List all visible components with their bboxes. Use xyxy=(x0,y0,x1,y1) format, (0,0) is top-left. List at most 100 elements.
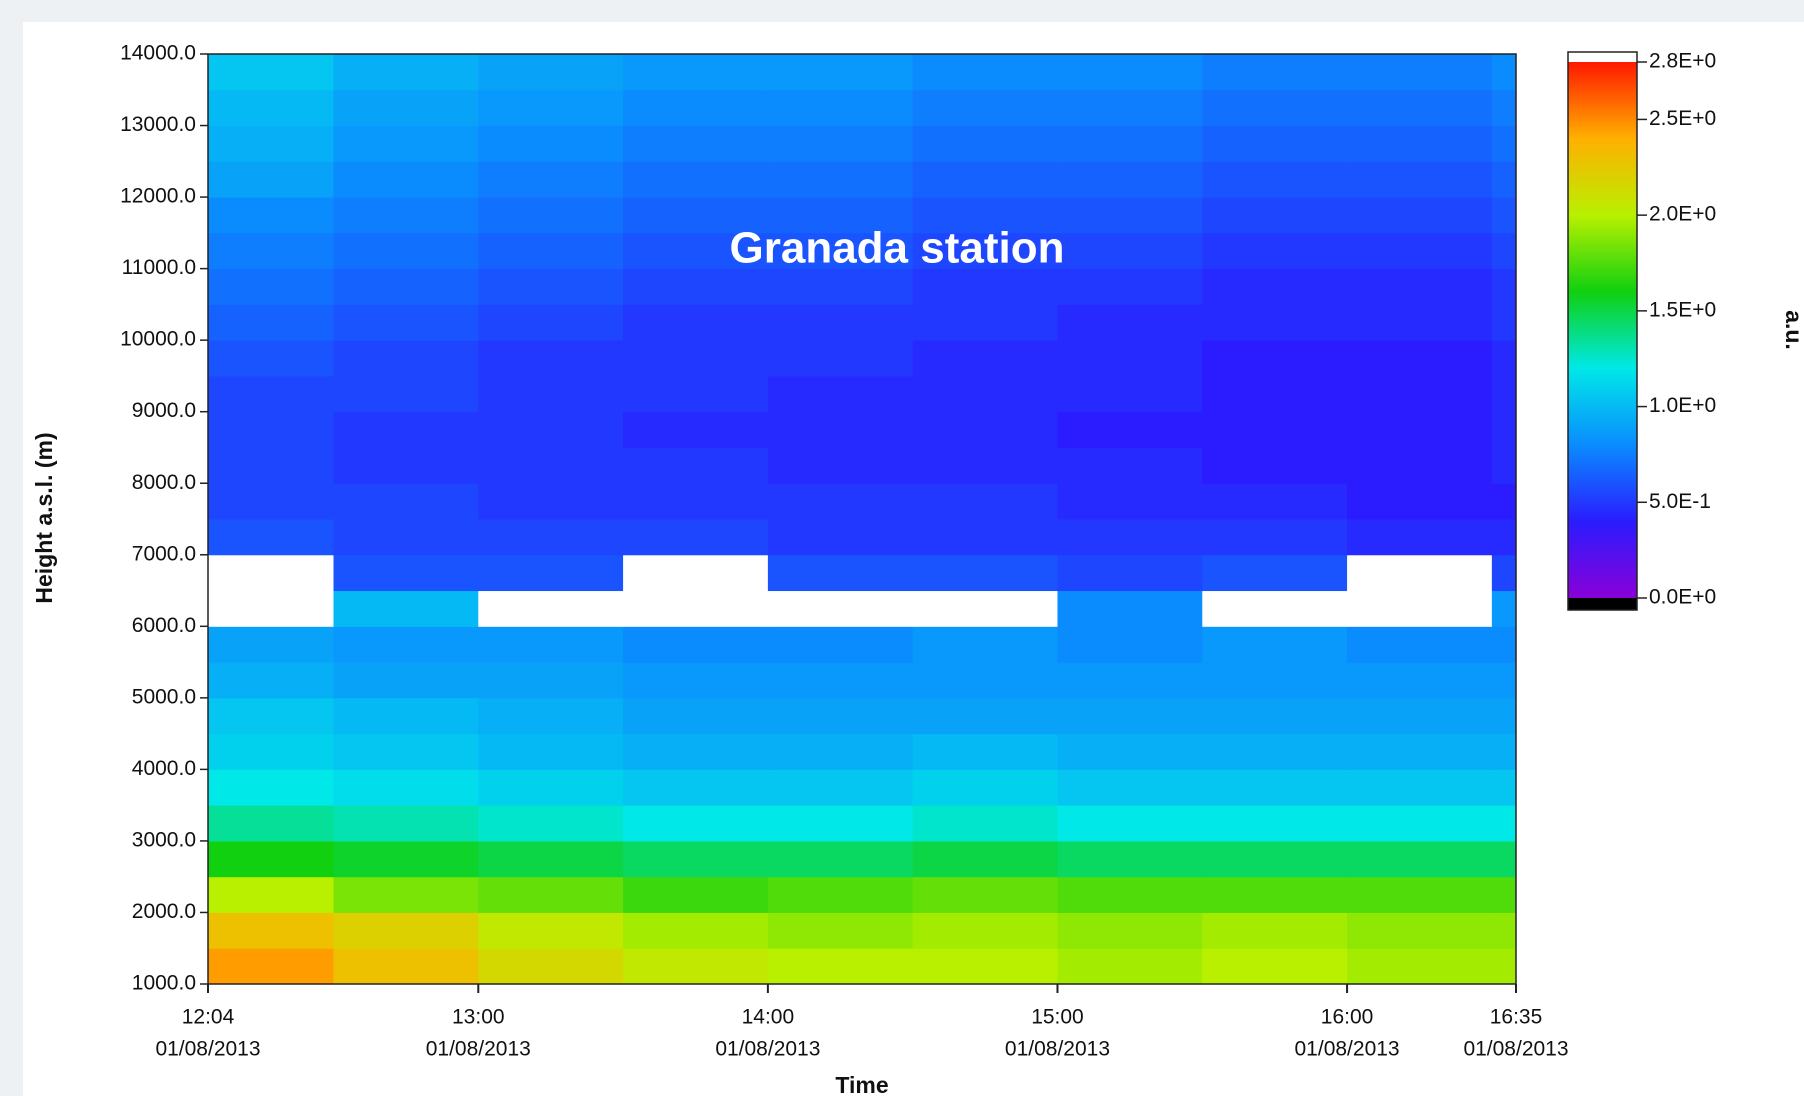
heatmap-cell xyxy=(767,840,914,878)
heatmap-cell xyxy=(478,89,624,127)
heatmap-cell xyxy=(208,411,334,448)
heatmap-cell xyxy=(208,662,334,699)
heatmap-cell xyxy=(333,590,479,627)
heatmap-cell xyxy=(478,662,624,699)
colorbar-tick-label: 5.0E-1 xyxy=(1649,490,1711,513)
heatmap-cell xyxy=(1491,411,1517,448)
heatmap-cell xyxy=(1491,948,1517,985)
heatmap-cell xyxy=(1202,197,1348,234)
heatmap-cell xyxy=(623,805,769,842)
heatmap-cell xyxy=(1057,375,1203,413)
heatmap-cell xyxy=(478,519,624,556)
heatmap-cell xyxy=(1347,805,1493,842)
heatmap-cell xyxy=(623,840,769,878)
heatmap-cell xyxy=(623,161,769,198)
heatmap-cell xyxy=(623,304,769,341)
heatmap-cell xyxy=(767,554,914,592)
heatmap-cell xyxy=(912,54,1058,91)
heatmap-cell xyxy=(208,912,334,949)
heatmap-cell xyxy=(333,483,479,520)
heatmap-cell xyxy=(767,125,914,162)
heatmap-cell xyxy=(623,197,769,234)
colorbar-tick-label: 2.5E+0 xyxy=(1649,107,1716,130)
heatmap-cell xyxy=(912,590,1058,627)
heatmap-cell xyxy=(1491,232,1517,270)
heatmap-cell xyxy=(478,232,624,270)
heatmap-cell xyxy=(1057,483,1203,520)
heatmap-cell xyxy=(208,54,334,91)
heatmap-cell xyxy=(767,519,914,556)
heatmap-cell xyxy=(1202,948,1348,985)
heatmap-cell xyxy=(767,161,914,198)
heatmap-cell xyxy=(1202,554,1348,592)
heatmap-cell xyxy=(333,340,479,377)
heatmap-cell xyxy=(767,626,914,663)
heatmap-cell xyxy=(1057,54,1203,91)
heatmap-cell xyxy=(478,268,624,305)
heatmap-cell xyxy=(623,697,769,735)
heatmap-cell xyxy=(1202,519,1348,556)
heatmap-cell xyxy=(333,304,479,341)
heatmap-cell xyxy=(1202,447,1348,484)
colorbar-over xyxy=(1568,52,1637,62)
heatmap-cell xyxy=(1057,89,1203,127)
heatmap-cell xyxy=(912,197,1058,234)
heatmap-cell xyxy=(1347,697,1493,735)
x-tick-label: 01/08/2013 xyxy=(715,1038,820,1061)
colorbar-tick-label: 2.8E+0 xyxy=(1649,50,1716,73)
heatmap-cell xyxy=(1491,626,1517,663)
heatmap-cell xyxy=(1057,805,1203,842)
heatmap-cell xyxy=(912,411,1058,448)
heatmap-cell xyxy=(1057,948,1203,985)
heatmap-cell xyxy=(1202,125,1348,162)
y-tick-label: 3000.0 xyxy=(132,828,196,851)
heatmap-cell xyxy=(1347,626,1493,663)
y-tick-label: 7000.0 xyxy=(132,542,196,565)
heatmap-cell xyxy=(1491,912,1517,949)
heatmap-cell xyxy=(623,912,769,949)
plot-frame xyxy=(207,53,1517,985)
heatmap-cell xyxy=(478,411,624,448)
heatmap-cell xyxy=(1057,197,1203,234)
heatmap-cell xyxy=(1202,89,1348,127)
y-tick-label: 14000.0 xyxy=(120,42,196,65)
heatmap-cell xyxy=(1057,912,1203,949)
heatmap-cell xyxy=(767,590,914,627)
heatmap-cell xyxy=(478,340,624,377)
x-tick-label: 01/08/2013 xyxy=(1463,1038,1568,1061)
heatmap-cell xyxy=(208,268,334,305)
heatmap-cell xyxy=(623,54,769,91)
heatmap-cell xyxy=(912,161,1058,198)
annotation: Granada station xyxy=(730,224,1065,273)
heatmap-cell xyxy=(1347,161,1493,198)
heatmap-cell xyxy=(333,54,479,91)
heatmap-cell xyxy=(1202,733,1348,770)
heatmap-cell xyxy=(1347,447,1493,484)
heatmap-cell xyxy=(767,447,914,484)
heatmap-cell xyxy=(912,554,1058,592)
heatmap-cell xyxy=(1347,662,1493,699)
y-tick-label: 5000.0 xyxy=(132,685,196,708)
heatmap-cell xyxy=(1057,662,1203,699)
heatmap-cell xyxy=(1491,304,1517,341)
heatmap-cell xyxy=(1202,375,1348,413)
heatmap-cell xyxy=(478,447,624,484)
heatmap-cell xyxy=(333,411,479,448)
heatmap-cell xyxy=(912,268,1058,305)
heatmap-cell xyxy=(208,840,334,878)
heatmap-cell xyxy=(623,125,769,162)
heatmap-cell xyxy=(333,769,479,806)
y-tick-label: 9000.0 xyxy=(132,399,196,422)
heatmap-cell xyxy=(767,769,914,806)
heatmap-cell xyxy=(912,662,1058,699)
heatmap-cell xyxy=(767,948,914,985)
heatmap-cell xyxy=(478,554,624,592)
y-tick-label: 10000.0 xyxy=(120,328,196,351)
colorbar-frame xyxy=(1567,51,1638,611)
heatmap-cell xyxy=(208,125,334,162)
heatmap-cell xyxy=(478,54,624,91)
heatmap-cell xyxy=(478,483,624,520)
y-tick-label: 4000.0 xyxy=(132,757,196,780)
heatmap-cell xyxy=(1347,519,1493,556)
heatmap-cell xyxy=(623,411,769,448)
